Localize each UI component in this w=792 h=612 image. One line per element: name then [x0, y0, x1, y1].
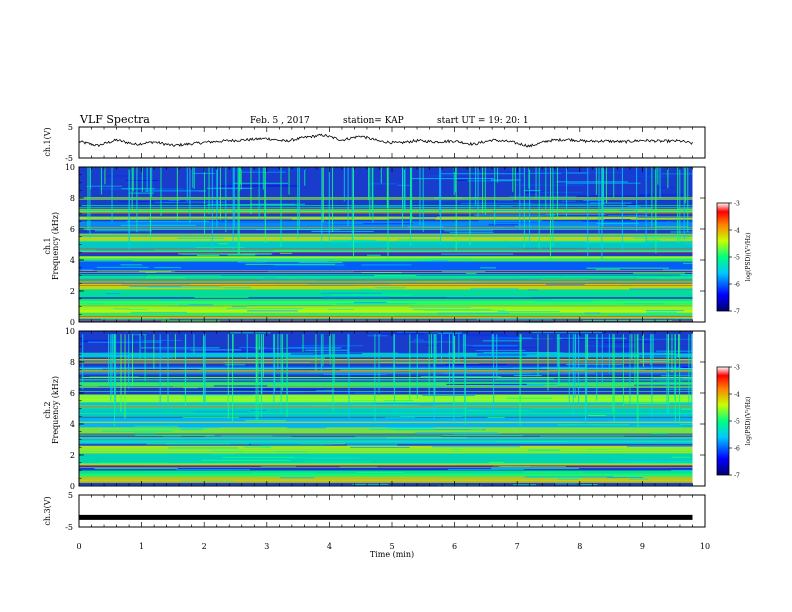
y-tick-label: 10 — [65, 327, 75, 336]
ch3-ylabel: ch.3(V) — [43, 496, 52, 525]
x-tick-label: 3 — [264, 542, 269, 551]
x-tick-label: 2 — [202, 542, 207, 551]
ch1-spectrogram-panel: 0 2 4 6 8 10 — [65, 163, 706, 327]
x-tick-label: 9 — [640, 542, 645, 551]
y-tick-label: 10 — [65, 163, 75, 172]
y-tick-label: 5 — [68, 123, 73, 132]
colorbar-tick-label: -4 — [734, 392, 740, 399]
y-tick-label: 0 — [70, 318, 75, 327]
colorbar-tick-label: -7 — [734, 473, 740, 480]
y-tick-label: 4 — [70, 256, 75, 265]
x-tick-label: 6 — [452, 542, 457, 551]
y-tick-label: 6 — [70, 225, 75, 234]
y-tick-label: 0 — [70, 482, 75, 491]
colorbar-tick-label: -3 — [734, 365, 740, 372]
header-date: Feb. 5 , 2017 — [250, 116, 310, 126]
y-tick-label: -5 — [65, 154, 73, 163]
y-tick-label: 6 — [70, 389, 75, 398]
x-tick-label: 0 — [76, 542, 81, 551]
ch1-waveform-panel: 5 -5 — [65, 123, 706, 163]
x-tick-label: 4 — [327, 542, 332, 551]
colorbar-tick-label: -3 — [734, 201, 740, 208]
ch1-spectrogram-ylabel-channel: ch.1 — [43, 237, 52, 254]
ch2-spectrogram-panel: 0 2 4 6 8 10 — [65, 327, 706, 491]
y-tick-label: 8 — [70, 358, 75, 367]
x-tick-label: 8 — [577, 542, 582, 551]
colorbar-tick-label: -4 — [734, 228, 740, 235]
ch3-waveform-panel: 5 -5 — [65, 491, 706, 532]
y-tick-label: 5 — [68, 491, 73, 500]
ch1-waveform-trace — [78, 133, 693, 148]
y-tick-label: 4 — [70, 420, 75, 429]
header-start-time: start UT = 19: 20: 1 — [437, 116, 529, 126]
y-tick-label: -5 — [65, 523, 73, 532]
y-tick-label: 8 — [70, 194, 75, 203]
colorbar-tick-label: -7 — [734, 309, 740, 316]
x-axis-label: Time (min) — [370, 550, 414, 559]
x-tick-label: 1 — [139, 542, 144, 551]
x-tick-label: 7 — [515, 542, 520, 551]
ch1-colorbar-label: log(PSD)(V²/Hz) — [745, 233, 752, 282]
colorbar-tick-label: -6 — [734, 446, 740, 453]
header-station: station= KAP — [343, 116, 404, 126]
ch2-spectrogram-ylabel-channel: ch.2 — [43, 401, 52, 418]
ch2-spectrogram-ylabel-freq: Frequency (kHz) — [51, 376, 60, 444]
colorbar-tick-label: -5 — [734, 419, 740, 426]
colorbar-tick-label: -5 — [734, 255, 740, 262]
chart-title: VLF Spectra — [79, 113, 150, 126]
x-tick-label: 5 — [389, 542, 394, 551]
y-tick-label: 2 — [70, 451, 75, 460]
y-tick-label: 2 — [70, 287, 75, 296]
colorbar-tick-label: -6 — [734, 282, 740, 289]
x-tick-label: 10 — [700, 542, 710, 551]
ch1-ylabel: ch.1(V) — [43, 127, 52, 156]
ch1-spectrogram-ylabel-freq: Frequency (kHz) — [51, 212, 60, 280]
ch2-colorbar-label: log(PSD)(V²/Hz) — [745, 397, 752, 446]
